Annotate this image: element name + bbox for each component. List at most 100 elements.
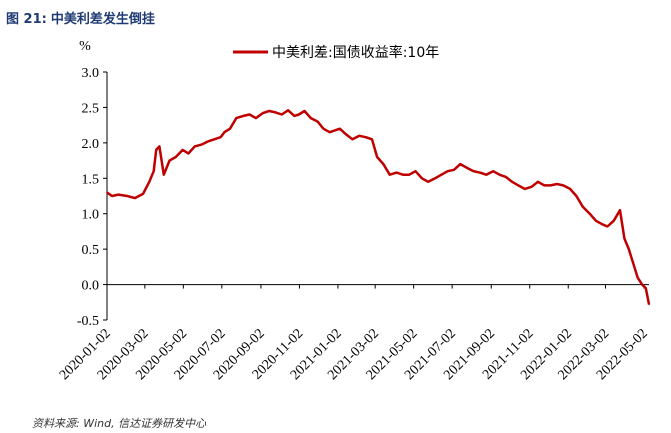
chart-legend: 中美利差:国债收益率:10年 [233,44,439,61]
data-point [152,170,155,172]
data-point [223,131,226,133]
y-tick-label: -0.5 [77,314,99,329]
data-point [636,276,639,279]
data-point [345,133,347,136]
data-point [612,220,615,222]
data-point [479,171,481,174]
data-point [213,138,216,141]
data-point [562,184,564,187]
data-point [376,156,378,158]
data-point [623,237,626,240]
data-point [268,110,271,112]
figure-title-text: 中美利差发生倒挂 [50,12,155,27]
data-point [293,115,296,117]
data-point [106,191,108,194]
data-point [111,195,113,197]
data-point [588,212,591,215]
data-point [322,127,325,130]
data-point [155,149,157,151]
data-point [575,195,578,197]
x-axis-ticks: 2020-01-022020-03-022020-05-022020-07-02… [57,284,651,383]
data-point [581,205,584,208]
data-point [310,117,312,119]
data-point [601,223,604,226]
data-point [248,113,251,116]
series-line [106,109,651,305]
y-tick-label: 3.0 [82,66,100,81]
data-point [632,262,634,265]
data-point [645,287,647,289]
data-point [453,169,455,171]
data-point [148,181,151,183]
data-point [421,177,423,180]
data-point [175,156,177,158]
y-tick-label: 1.5 [82,172,100,187]
y-tick-label: 0.0 [82,279,100,294]
data-point [181,149,184,151]
data-point [126,195,128,197]
data-point [229,127,231,130]
y-tick-label: 2.0 [82,137,100,152]
data-point [281,113,283,116]
data-point [328,131,331,133]
data-point [414,170,417,172]
data-point [382,163,385,165]
y-tick-label: 0.5 [82,243,100,258]
data-point [371,138,373,141]
chart-series [106,109,651,306]
data-point [446,170,449,172]
y-axis-unit: % [79,39,91,54]
data-point [543,184,546,187]
data-point [255,117,257,119]
chart-axes: % [79,39,649,320]
data-point [530,186,533,188]
data-point [498,173,501,176]
data-point [219,136,222,138]
data-point [163,173,165,176]
data-point [364,136,367,138]
data-point [595,220,597,222]
data-point [517,184,520,187]
data-point [523,188,526,190]
figure-label: 图 21: [6,12,47,27]
data-point [606,225,609,228]
data-point [298,113,300,116]
data-point [628,248,630,250]
data-point [537,181,539,183]
data-point [262,112,264,114]
y-tick-label: 1.0 [82,208,100,223]
data-point [187,152,190,155]
legend-label: 中美利差:国债收益率:10年 [272,44,439,61]
data-point [472,170,475,172]
figure-title: 图 21: 中美利差发生倒挂 [6,8,155,27]
data-point [569,188,571,190]
data-point [395,171,398,174]
data-point [465,166,468,169]
data-point [235,117,238,119]
data-point [358,135,361,137]
data-point [316,120,319,123]
data-point [556,183,558,185]
data-point [427,181,430,183]
data-point [207,140,209,143]
data-point [459,163,462,165]
data-point [339,127,341,130]
data-point [549,184,552,187]
data-point [408,173,411,176]
data-point [485,173,488,176]
data-point [511,181,513,183]
data-point [158,145,161,148]
data-point [388,173,391,176]
data-point [201,143,204,146]
data-point [142,193,144,195]
data-point [641,283,643,286]
data-point [434,177,436,180]
source-note: 资料来源: Wind, 信达证券研发中心 [32,417,207,430]
data-point [168,159,171,162]
data-point [117,193,120,196]
data-point [287,109,289,112]
data-point [648,303,650,306]
data-point [242,115,245,117]
data-point [492,170,495,172]
